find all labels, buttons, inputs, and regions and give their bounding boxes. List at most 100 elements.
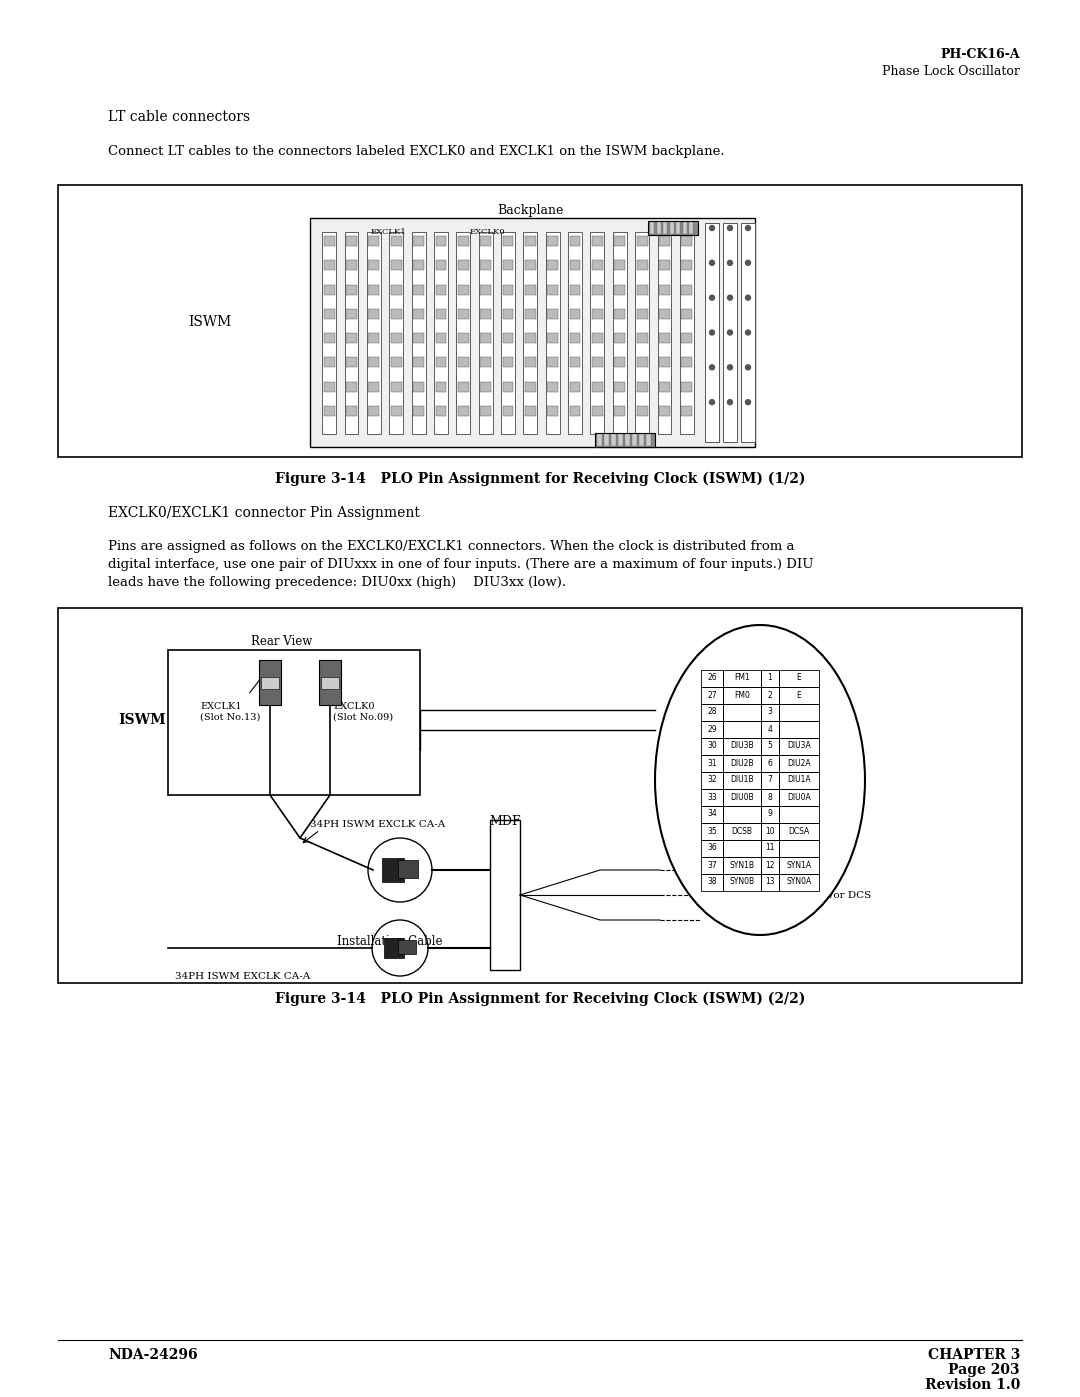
Bar — [648, 221, 698, 235]
Bar — [414, 381, 424, 391]
Bar — [701, 721, 723, 738]
Bar — [569, 309, 580, 319]
Text: digital interface, use one pair of DIUxxx in one of four inputs. (There are a ma: digital interface, use one pair of DIUxx… — [108, 557, 813, 571]
Bar — [723, 721, 761, 738]
Circle shape — [710, 295, 715, 300]
Bar — [346, 381, 357, 391]
Bar — [391, 381, 402, 391]
Text: SYN1B: SYN1B — [729, 861, 755, 869]
Text: EXCLK0
(Slot No.09): EXCLK0 (Slot No.09) — [333, 703, 393, 721]
Text: 28: 28 — [707, 707, 717, 717]
Text: CHAPTER 3: CHAPTER 3 — [928, 1348, 1020, 1362]
Bar — [761, 788, 779, 806]
Bar — [346, 405, 357, 416]
Bar — [615, 381, 625, 391]
Bar — [548, 405, 558, 416]
Bar — [414, 405, 424, 416]
Bar — [761, 873, 779, 890]
Bar — [761, 856, 779, 873]
Bar — [611, 434, 616, 446]
Bar — [615, 260, 625, 270]
Bar — [502, 309, 513, 319]
Bar — [458, 405, 469, 416]
Bar — [701, 823, 723, 840]
Circle shape — [710, 260, 715, 265]
Circle shape — [745, 225, 751, 231]
Bar — [481, 381, 491, 391]
Bar — [615, 332, 625, 344]
Bar — [414, 260, 424, 270]
Bar — [779, 754, 819, 771]
Bar — [458, 358, 469, 367]
Bar — [701, 873, 723, 890]
Text: EXCLK0: EXCLK0 — [469, 228, 504, 236]
Text: 1: 1 — [768, 673, 772, 683]
Bar — [569, 358, 580, 367]
Bar — [705, 224, 719, 441]
Bar — [723, 873, 761, 890]
Bar — [595, 433, 654, 447]
Bar — [681, 285, 692, 295]
Text: Phase Lock Oscillator: Phase Lock Oscillator — [882, 66, 1020, 78]
Text: Rear View: Rear View — [252, 636, 312, 648]
Bar — [701, 669, 723, 686]
Bar — [435, 332, 446, 344]
Circle shape — [728, 365, 732, 370]
Bar — [458, 381, 469, 391]
Text: SYN0B: SYN0B — [729, 877, 755, 887]
Bar — [723, 686, 761, 704]
Bar — [592, 381, 603, 391]
Circle shape — [728, 295, 732, 300]
Bar — [502, 332, 513, 344]
Bar — [659, 285, 670, 295]
Bar — [779, 721, 819, 738]
Bar — [481, 358, 491, 367]
Circle shape — [728, 260, 732, 265]
Bar — [548, 285, 558, 295]
Bar — [779, 771, 819, 788]
Bar — [324, 309, 335, 319]
Text: 26: 26 — [707, 673, 717, 683]
Bar — [615, 236, 625, 246]
Text: Pins are assigned as follows on the EXCLK0/EXCLK1 connectors. When the clock is : Pins are assigned as follows on the EXCL… — [108, 541, 795, 553]
Bar — [368, 236, 379, 246]
Text: 5: 5 — [768, 742, 772, 750]
Bar — [435, 381, 446, 391]
Bar — [569, 285, 580, 295]
Text: 33: 33 — [707, 792, 717, 802]
Bar — [681, 332, 692, 344]
Bar — [659, 358, 670, 367]
Bar — [345, 232, 359, 434]
Bar — [659, 405, 670, 416]
Bar — [458, 309, 469, 319]
Bar — [58, 608, 1022, 983]
Bar — [384, 937, 404, 958]
Bar — [701, 686, 723, 704]
Text: 29: 29 — [707, 725, 717, 733]
Bar — [525, 285, 536, 295]
Bar — [761, 738, 779, 754]
Text: Figure 3-14   PLO Pin Assignment for Receiving Clock (ISWM) (2/2): Figure 3-14 PLO Pin Assignment for Recei… — [274, 992, 806, 1006]
Text: PH-CK16-A: PH-CK16-A — [941, 47, 1020, 61]
Bar — [548, 332, 558, 344]
Bar — [346, 309, 357, 319]
Bar — [324, 332, 335, 344]
Bar — [481, 332, 491, 344]
Bar — [310, 218, 755, 447]
Bar — [604, 434, 609, 446]
Text: SYN1A: SYN1A — [786, 861, 811, 869]
Bar — [168, 650, 420, 795]
Bar — [319, 659, 341, 705]
Bar — [659, 381, 670, 391]
Text: 38: 38 — [707, 877, 717, 887]
Text: Backplane: Backplane — [497, 204, 563, 217]
Bar — [701, 806, 723, 823]
Bar — [568, 232, 582, 434]
Bar — [779, 873, 819, 890]
Bar — [615, 358, 625, 367]
Bar — [657, 222, 661, 235]
Bar — [261, 676, 279, 689]
Bar — [324, 405, 335, 416]
Bar — [592, 358, 603, 367]
Text: DIU2B: DIU2B — [730, 759, 754, 767]
